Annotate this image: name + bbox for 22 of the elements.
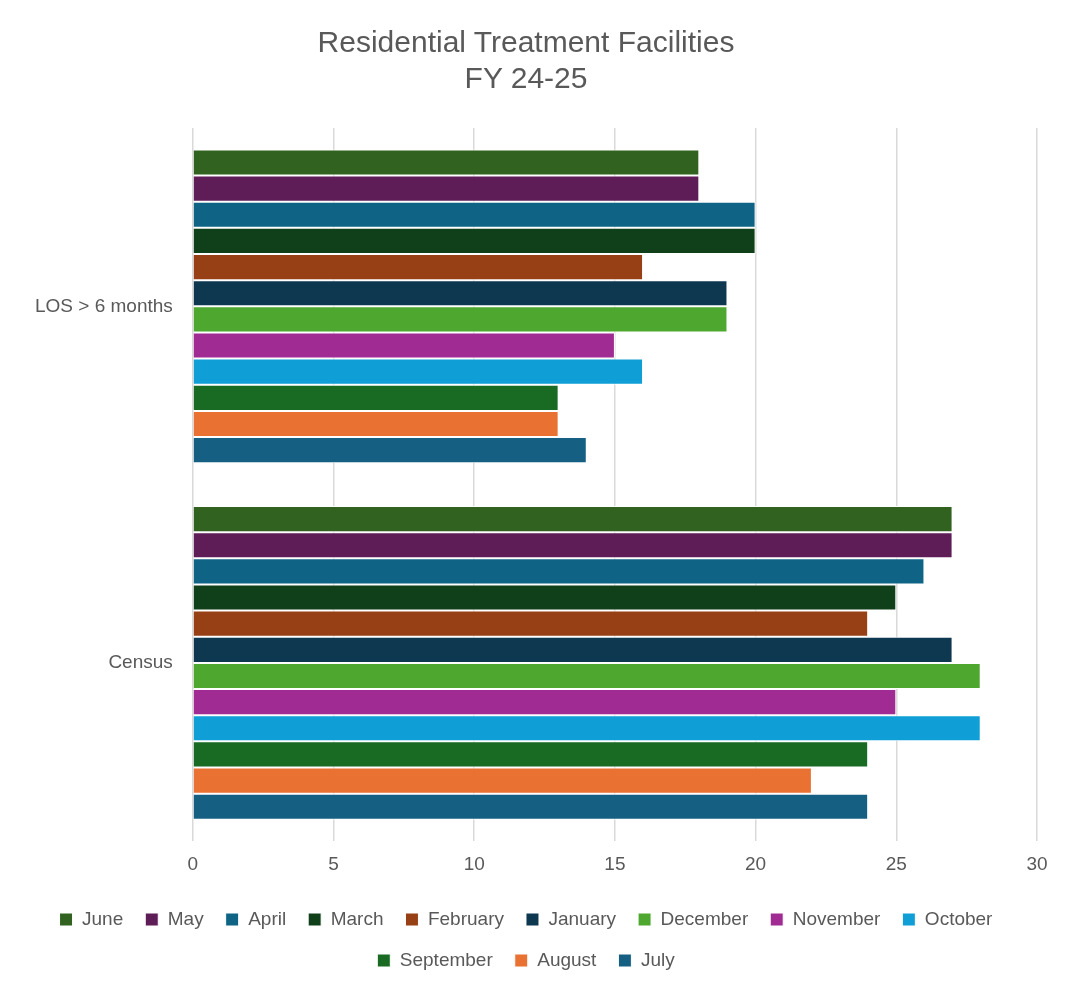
y-tick-label: Census [108, 651, 173, 673]
x-tick-label: 5 [328, 852, 339, 874]
chart-title: Residential Treatment Facilities FY 24-25 [317, 25, 735, 95]
x-tick-label: 20 [745, 852, 767, 874]
legend-label: August [537, 948, 598, 970]
x-tick-label: 10 [463, 852, 485, 874]
legend-label: November [792, 907, 882, 929]
legend-label: July [640, 948, 676, 970]
legend-label: April [248, 907, 287, 929]
x-tick-label: 0 [187, 852, 199, 874]
x-tick-label: 25 [885, 852, 907, 874]
x-tick-label: 30 [1026, 852, 1048, 874]
legend-label: October [924, 907, 994, 929]
legend-label: September [399, 948, 494, 970]
x-tick-label: 15 [604, 852, 626, 874]
legend-label: February [427, 907, 505, 929]
legend-label: December [660, 907, 749, 929]
legend-label: May [167, 907, 205, 929]
legend-label: June [82, 907, 124, 929]
y-tick-label: LOS > 6 months [35, 294, 173, 316]
legend-label: March [330, 907, 384, 929]
legend-label: January [548, 907, 617, 929]
